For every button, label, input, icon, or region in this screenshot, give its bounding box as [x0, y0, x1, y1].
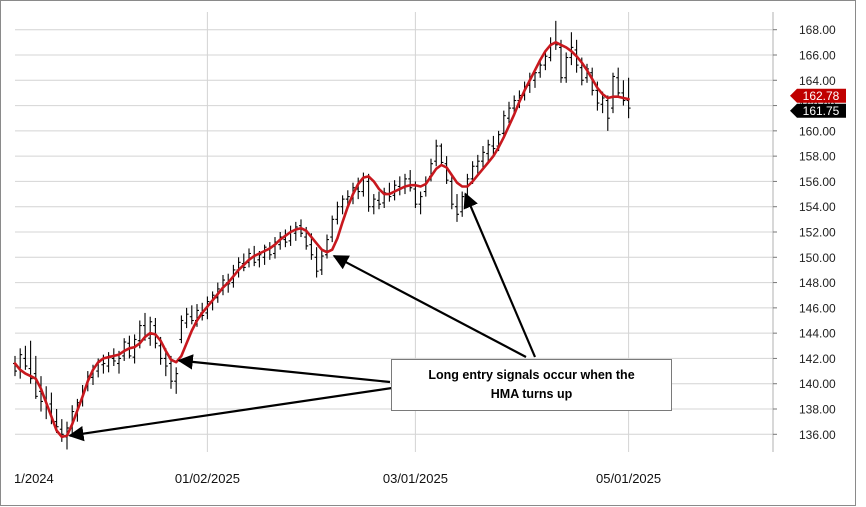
gridlines	[15, 12, 774, 452]
ohlc-bar	[491, 135, 496, 157]
y-tick-label: 144.00	[799, 327, 836, 341]
ohlc-bar	[444, 156, 449, 184]
price-tag-label: 162.78	[803, 89, 840, 103]
annotation-arrow	[332, 254, 527, 358]
ohlc-bar	[611, 72, 615, 114]
ohlc-bar	[184, 307, 189, 329]
y-axis: 136.00 138.00 140.00 142.00 144.00 146.00 148.…	[773, 23, 836, 442]
ohlc-bar	[439, 143, 444, 167]
y-tick-label: 142.00	[799, 352, 836, 366]
annotation-arrow	[463, 192, 537, 358]
ohlc-bar	[605, 95, 610, 131]
ohlc-bar	[621, 80, 626, 106]
y-tick-label: 166.00	[799, 48, 836, 62]
ohlc-bar	[408, 170, 413, 192]
ohlc-bar	[23, 345, 28, 370]
y-tick-label: 148.00	[799, 276, 836, 290]
y-tick-label: 160.00	[799, 124, 836, 138]
annotation-arrow	[68, 386, 393, 442]
ohlc-bar	[314, 247, 319, 278]
ohlc-bar	[293, 221, 298, 241]
ohlc-bar	[371, 194, 376, 215]
ohlc-bar	[319, 249, 324, 275]
ohlc-bar	[169, 355, 173, 389]
y-tick-label: 152.00	[799, 226, 836, 240]
annotation-box: Long entry signals occur when the HMA tu…	[391, 359, 672, 411]
hma-line	[13, 41, 630, 439]
ohlc-bar	[179, 315, 184, 344]
price-tag: 162.78	[790, 88, 846, 103]
y-tick-label: 168.00	[799, 23, 836, 37]
price-tag-label: 161.75	[803, 104, 840, 118]
x-tick-label: 1/2024	[14, 471, 54, 486]
ohlc-bar	[340, 195, 345, 215]
y-tick-label: 140.00	[799, 377, 836, 391]
ohlc-bar	[569, 32, 574, 66]
ohlc-bar	[475, 154, 480, 176]
x-tick-label: 03/01/2025	[383, 471, 448, 486]
y-tick-label: 154.00	[799, 200, 836, 214]
ohlc-bar	[616, 67, 621, 98]
ohlc-bar	[377, 191, 381, 210]
ohlc-bar	[501, 110, 506, 139]
y-tick-label: 138.00	[799, 403, 836, 417]
ohlc-bar	[449, 173, 454, 210]
y-tick-label: 150.00	[799, 251, 836, 265]
annotation-line-2: HMA turns up	[490, 387, 573, 401]
ohlc-bar	[538, 60, 543, 78]
ohlc-bar	[148, 316, 153, 346]
ohlc-bar	[335, 201, 340, 225]
ohlc-bar	[486, 139, 491, 162]
y-tick-label: 146.00	[799, 301, 836, 315]
ohlc-bar	[283, 229, 288, 248]
annotation-arrow	[177, 354, 391, 384]
ohlc-bar	[559, 39, 563, 83]
y-tick-label: 158.00	[799, 150, 836, 164]
ohlc-bar	[189, 305, 194, 325]
ohlc-bar	[330, 215, 335, 243]
annotation-line-1: Long entry signals occur when the	[428, 368, 635, 382]
y-tick-label: 164.00	[799, 74, 836, 88]
ohlc-bar	[174, 367, 179, 394]
price-tag: 161.75	[790, 103, 846, 118]
x-tick-label: 05/01/2025	[596, 471, 661, 486]
annotation-arrows	[68, 192, 537, 442]
ohlc-bar	[481, 146, 485, 169]
x-tick-label: 01/02/2025	[175, 471, 240, 486]
ohlc-bar	[366, 173, 371, 212]
ohlc-bar	[132, 334, 137, 364]
ohlc-bar	[543, 51, 548, 71]
y-tick-label: 136.00	[799, 428, 836, 442]
ohlc-bar	[507, 101, 511, 124]
ohlc-bar	[455, 194, 459, 222]
ohlc-bar	[262, 244, 267, 265]
y-tick-label: 156.00	[799, 175, 836, 189]
ohlc-bar	[564, 52, 569, 83]
ohlc-bar	[418, 191, 423, 215]
ohlc-bar	[325, 234, 329, 259]
x-axis: 1/2024 01/02/2025 03/01/2025 05/01/2025	[14, 471, 661, 486]
ohlc-bar	[434, 139, 439, 167]
